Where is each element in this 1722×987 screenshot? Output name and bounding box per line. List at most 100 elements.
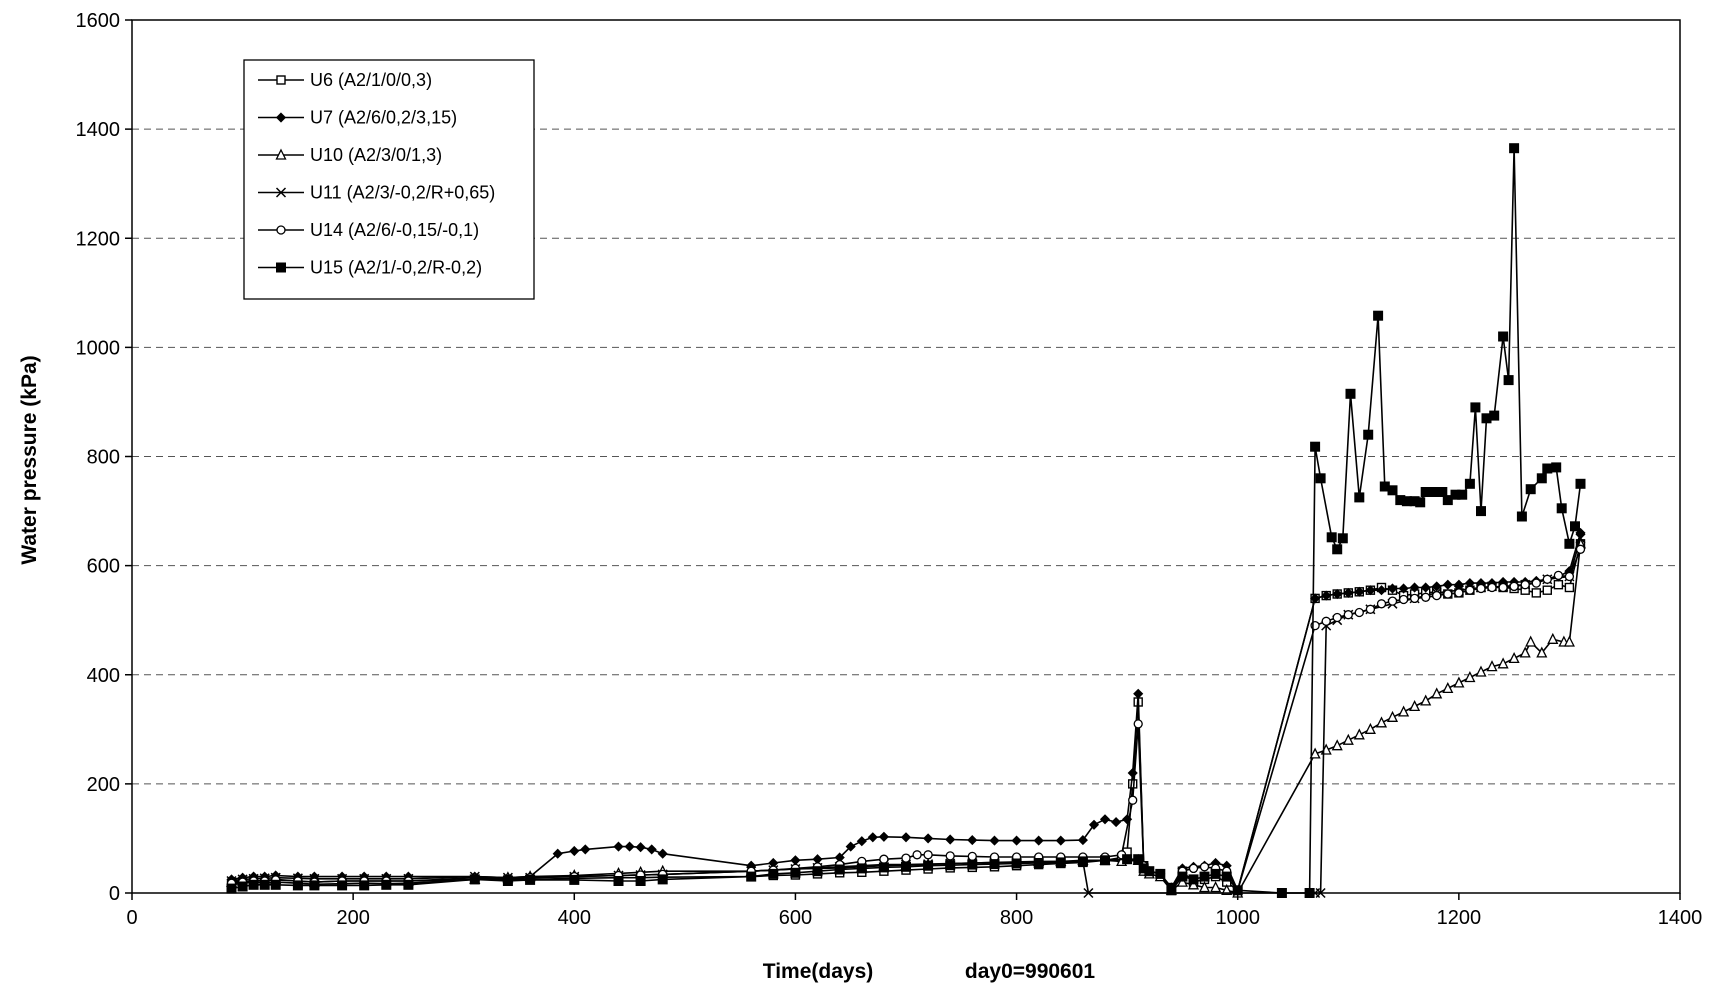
data-point	[1326, 532, 1337, 543]
data-point	[525, 874, 536, 885]
data-point	[967, 851, 977, 862]
data-point	[1343, 734, 1354, 745]
data-point	[1487, 582, 1497, 593]
legend: U6 (A2/1/0/0,3) U7 (A2/6/0,2/3,15) U10 (A2…	[243, 59, 535, 300]
data-point	[270, 879, 281, 890]
data-point	[1398, 594, 1409, 605]
data-point	[1133, 719, 1143, 729]
data-point	[1409, 700, 1420, 712]
data-point	[989, 835, 1000, 846]
legend-entry: U15 (A2/1/-0,2/R-0,2)	[258, 258, 482, 278]
data-point	[657, 848, 668, 859]
data-point	[1432, 590, 1442, 601]
data-point	[1354, 607, 1364, 618]
data-point	[1188, 863, 1199, 874]
data-point	[259, 879, 270, 890]
legend-entry: U14 (A2/6/-0,15/-0,1)	[258, 220, 479, 240]
data-point	[912, 850, 922, 860]
x-tick-label: 1200	[1437, 907, 1482, 929]
data-point	[1570, 521, 1580, 532]
data-point	[901, 861, 911, 872]
y-tick-label: 1000	[76, 337, 121, 359]
data-point	[613, 876, 624, 886]
data-point	[1373, 310, 1384, 321]
data-point	[923, 833, 933, 844]
y-tick-label: 400	[87, 665, 120, 687]
data-point	[1553, 580, 1564, 590]
data-point	[1564, 582, 1575, 593]
data-point	[1166, 885, 1177, 896]
data-point	[1055, 857, 1066, 868]
data-point	[1376, 717, 1387, 728]
data-point	[867, 832, 878, 843]
data-point	[1464, 478, 1475, 489]
series-6	[226, 143, 1586, 898]
data-point	[1128, 795, 1138, 805]
data-point	[1133, 854, 1144, 865]
data-point	[1321, 616, 1331, 626]
data-point	[923, 860, 934, 871]
legend-entry: U7 (A2/6/0,2/3,15)	[258, 108, 457, 128]
data-point	[1525, 484, 1536, 495]
data-point	[569, 846, 580, 856]
data-point	[1520, 580, 1530, 590]
data-point	[1442, 682, 1453, 694]
data-point	[812, 866, 823, 877]
data-point	[1100, 855, 1110, 866]
y-tick-label: 800	[87, 447, 120, 469]
legend-marker	[276, 225, 286, 235]
data-point	[1127, 768, 1138, 778]
data-point	[624, 841, 635, 852]
data-point	[945, 851, 955, 861]
legend-entry: U6 (A2/1/0/0,3)	[258, 70, 432, 90]
data-point	[1564, 538, 1575, 549]
data-point	[1489, 410, 1500, 421]
data-point	[1363, 429, 1374, 440]
data-point	[1470, 402, 1481, 413]
data-point	[1409, 593, 1420, 604]
data-point	[1531, 588, 1542, 598]
data-point	[1421, 592, 1431, 602]
data-point	[1542, 574, 1552, 584]
data-point	[1354, 729, 1365, 740]
data-point	[1475, 666, 1487, 677]
data-point	[1387, 485, 1398, 496]
data-point	[1520, 647, 1531, 658]
x-tick-label: 1000	[1215, 907, 1260, 929]
data-point	[945, 834, 956, 845]
series-layer	[226, 143, 1586, 899]
data-point	[1310, 441, 1321, 452]
data-point	[901, 853, 911, 863]
data-point	[1509, 143, 1520, 154]
data-point	[613, 841, 624, 852]
data-point	[1199, 862, 1210, 872]
legend-marker	[276, 262, 286, 273]
data-point	[923, 850, 933, 860]
data-point	[1556, 503, 1567, 514]
legend-label: U15 (A2/1/-0,2/R-0,2)	[310, 258, 482, 278]
data-point	[1415, 497, 1426, 508]
legend-label: U7 (A2/6/0,2/3,15)	[310, 108, 457, 128]
data-point	[1354, 492, 1365, 503]
data-point	[1443, 589, 1453, 599]
data-point	[569, 874, 580, 885]
data-point	[1476, 506, 1486, 517]
data-point	[1498, 331, 1509, 342]
data-point	[967, 859, 978, 870]
data-point	[1542, 585, 1553, 595]
y-tick-label: 1200	[76, 228, 121, 250]
data-point	[237, 881, 248, 892]
data-point	[1221, 871, 1232, 882]
legend-label: U10 (A2/3/0/1,3)	[310, 145, 442, 165]
y-tick-label: 200	[87, 774, 120, 796]
data-point	[1033, 858, 1044, 868]
data-point	[879, 854, 889, 864]
data-point	[856, 863, 867, 874]
data-point	[1337, 533, 1348, 544]
data-point	[1111, 817, 1121, 827]
legend-box	[243, 59, 535, 300]
data-point	[1564, 571, 1575, 582]
data-point	[1011, 858, 1022, 869]
data-point	[1122, 854, 1133, 865]
data-point	[381, 879, 392, 890]
